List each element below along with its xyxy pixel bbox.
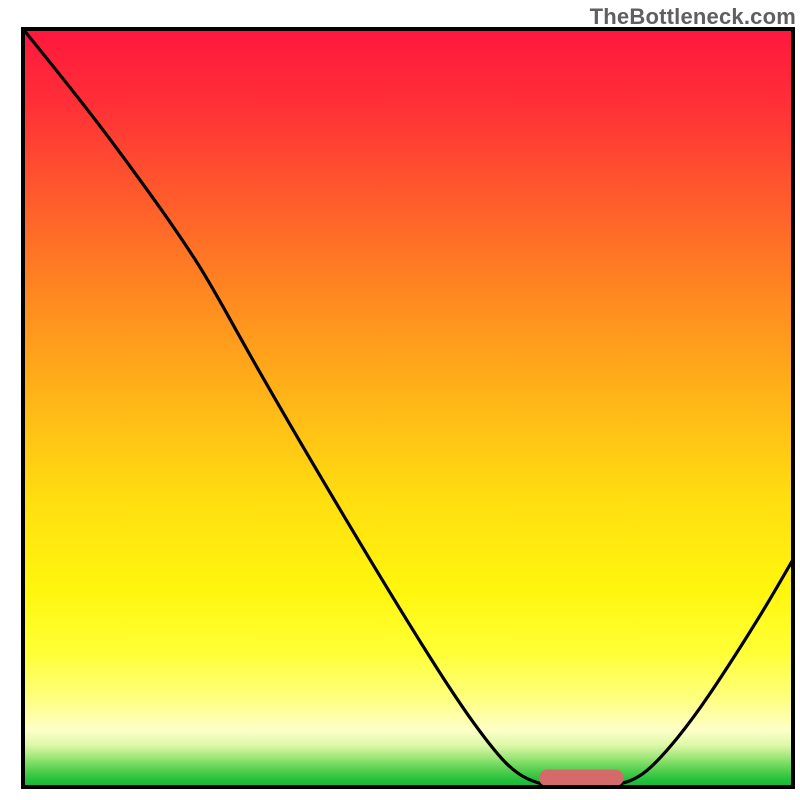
optimum-marker xyxy=(539,770,624,787)
gradient-background xyxy=(23,29,793,787)
plot-area xyxy=(23,29,793,787)
watermark-text: TheBottleneck.com xyxy=(590,4,796,30)
chart-container: TheBottleneck.com xyxy=(0,0,800,800)
chart-svg xyxy=(0,0,800,800)
